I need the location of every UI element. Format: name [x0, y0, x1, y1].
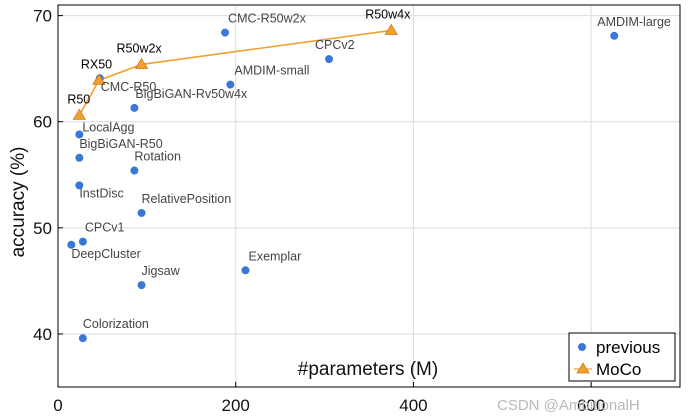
moco-point [92, 73, 106, 85]
previous-point [137, 281, 146, 290]
previous-point [78, 334, 87, 343]
previous-point [130, 166, 139, 175]
previous-point [78, 237, 87, 246]
x-axis-label: #parameters (M) [298, 359, 438, 380]
previous-point-label: CPCv2 [315, 38, 355, 52]
point-labels: CMC-R50w2x AMDIM-large CPCv2 CMC-R50 AMDIM-s… [67, 7, 671, 331]
moco-point-label: R50 [67, 92, 90, 106]
moco-point-label: R50w2x [117, 41, 163, 55]
previous-point-label: Exemplar [248, 249, 301, 263]
x-tick-label: 400 [399, 396, 427, 415]
previous-point [67, 240, 76, 249]
legend-moco-marker [576, 362, 590, 374]
previous-point-label: CMC-R50 [101, 80, 157, 94]
y-tick-label: 70 [33, 7, 52, 26]
y-tick-label: 40 [33, 325, 52, 344]
legend-moco-label: MoCo [596, 360, 641, 379]
moco-point [134, 57, 149, 69]
previous-point [226, 80, 235, 89]
previous-point-label: DeepCluster [71, 247, 140, 261]
moco-point-label: R50w4x [365, 7, 411, 21]
y-tick-label: 50 [33, 219, 52, 238]
previous-point [241, 266, 250, 275]
previous-point-label: BigBiGAN-Rv50w4x [135, 87, 248, 101]
previous-point-label: CMC-R50w2x [228, 12, 307, 26]
moco-series-line [78, 29, 392, 116]
previous-point [75, 130, 84, 139]
plot-frame [57, 4, 681, 388]
legend-previous-label: previous [596, 338, 660, 357]
moco-point [384, 23, 398, 35]
previous-point-label: Colorization [83, 317, 149, 331]
legend-previous-marker [578, 343, 586, 351]
x-tick-label: 200 [222, 396, 250, 415]
previous-point [325, 55, 334, 64]
previous-point-label: Jigsaw [142, 264, 181, 278]
legend: previous MoCo [568, 332, 676, 382]
axis-ticks: 40 50 60 70 0 200 400 600 [33, 7, 605, 415]
previous-point-label: LocalAgg [82, 120, 134, 134]
previous-point-label: RelativePosition [142, 192, 232, 206]
moco-point-label: RX50 [81, 57, 112, 71]
previous-point-label: Rotation [134, 150, 181, 164]
previous-point [137, 208, 146, 217]
previous-point-label: InstDisc [79, 186, 123, 200]
y-tick-label: 60 [33, 113, 52, 132]
data-points [67, 23, 619, 343]
watermark: CSDN @AmbitionalH [497, 397, 640, 414]
x-tick-label: 0 [53, 396, 62, 415]
previous-point [130, 103, 139, 112]
x-tick-label: 600 [577, 396, 605, 415]
y-axis-label: accuracy (%) [8, 147, 29, 258]
previous-point-label: AMDIM-large [597, 15, 671, 29]
previous-point [221, 28, 230, 37]
moco-series-line-group [78, 29, 392, 116]
moco-point [72, 108, 87, 120]
previous-point-label: CPCv1 [85, 221, 125, 235]
previous-point-label: AMDIM-small [234, 64, 309, 78]
previous-point [610, 31, 619, 40]
previous-point [75, 181, 84, 190]
previous-point [75, 153, 84, 162]
previous-point-label: BigBiGAN-R50 [79, 137, 162, 151]
